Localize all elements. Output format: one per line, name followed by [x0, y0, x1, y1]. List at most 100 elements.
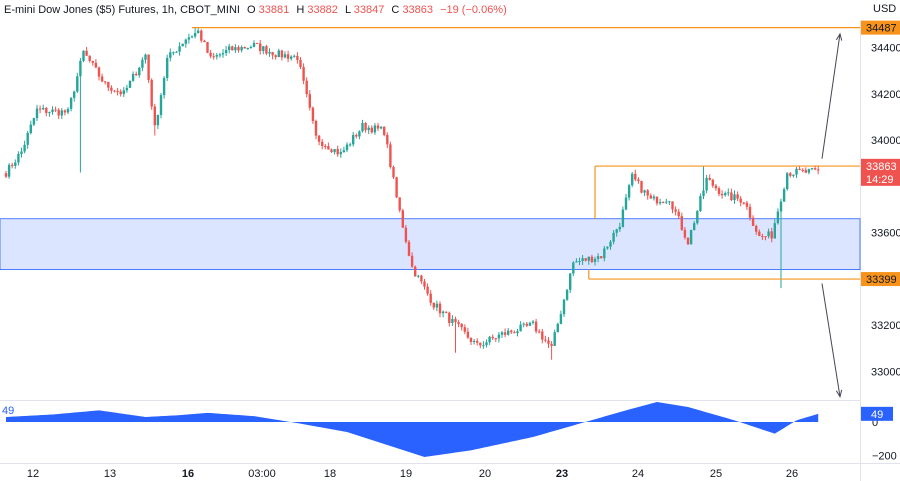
candle-body	[265, 46, 268, 54]
candle-body	[45, 107, 48, 113]
price-tick-label: 34200	[871, 89, 900, 101]
candle-body	[491, 336, 494, 339]
candle-body	[658, 202, 662, 204]
price-tag-label: 33863	[866, 161, 897, 173]
time-tick-label: 20	[479, 468, 491, 480]
candle-body	[370, 127, 373, 133]
candle-body	[578, 261, 581, 263]
candle-body	[696, 211, 699, 224]
time-tick-label: 26	[786, 468, 798, 480]
close-label: C	[391, 4, 399, 16]
candle-body	[435, 303, 439, 308]
candle-body	[172, 52, 175, 54]
candle-body	[770, 231, 773, 239]
candle-body	[646, 190, 649, 196]
candle-body	[361, 123, 364, 132]
candle-body	[472, 340, 476, 342]
candle-body	[91, 60, 94, 63]
candle-body	[153, 106, 156, 126]
candle-body	[531, 321, 535, 323]
candle-body	[448, 312, 451, 323]
low-label: L	[345, 4, 351, 16]
candle-body	[584, 258, 587, 261]
candle-body	[35, 108, 39, 119]
time-tick-label: 19	[400, 468, 412, 480]
candle-body	[547, 340, 550, 344]
candle-body	[262, 46, 265, 51]
candle-body	[649, 195, 652, 199]
candle-body	[17, 153, 20, 163]
candle-body	[249, 46, 253, 48]
candle-body	[290, 56, 293, 59]
candle-body	[758, 231, 761, 237]
candle-body	[138, 67, 141, 76]
candle-body	[631, 173, 634, 186]
candle-body	[562, 299, 566, 315]
candle-body	[705, 178, 708, 191]
last-price-tag	[861, 158, 900, 173]
candle-body	[479, 342, 482, 346]
arrow-down-icon	[821, 283, 841, 397]
price-tag	[861, 20, 900, 35]
candle-body	[720, 193, 724, 196]
candle-body	[85, 50, 88, 56]
candle-body	[147, 54, 150, 80]
candle-body	[348, 144, 352, 146]
price-tick-label: 33600	[871, 228, 900, 240]
candle-body	[655, 196, 659, 204]
candle-body	[255, 42, 259, 44]
candle-body	[336, 149, 339, 155]
chart-header-legend: E-mini Dow Jones ($5) Futures, 1h, CBOT_…	[4, 4, 507, 16]
candle-body	[302, 66, 305, 81]
candle-body	[82, 50, 85, 61]
candle-body	[206, 42, 209, 53]
candle-body	[556, 323, 559, 333]
candle-body	[593, 258, 597, 262]
candle-body	[724, 193, 727, 196]
support-resistance-zone	[0, 218, 861, 270]
candle-body	[379, 126, 383, 129]
candle-body	[401, 210, 404, 228]
candle-body	[559, 314, 563, 324]
candle-body	[240, 47, 243, 51]
candle-body	[200, 30, 203, 41]
close-value: 33863	[402, 4, 433, 16]
candle-body	[14, 162, 17, 166]
candle-body	[751, 217, 755, 226]
price-tag-label: 33399	[866, 274, 897, 286]
price-tick-label: 33000	[871, 366, 900, 378]
candle-body	[627, 185, 631, 198]
candle-body	[438, 303, 442, 314]
candle-body	[187, 37, 191, 40]
candle-body	[156, 114, 160, 126]
candle-body	[11, 164, 14, 166]
candle-body	[352, 135, 355, 145]
candle-body	[104, 81, 107, 83]
candle-body	[243, 47, 246, 49]
candle-body	[711, 179, 714, 186]
candle-body	[522, 323, 525, 325]
candle-body	[476, 340, 479, 343]
candle-body	[79, 60, 82, 77]
candle-body	[742, 202, 745, 204]
candle-body	[773, 223, 776, 239]
candle-body	[197, 30, 200, 34]
price-tick-label: 34400	[871, 43, 900, 55]
candle-body	[398, 197, 401, 211]
candle-body	[122, 90, 125, 95]
candle-body	[643, 190, 646, 193]
candle-body	[305, 80, 308, 95]
candle-body	[29, 124, 32, 133]
candle-body	[441, 311, 445, 314]
candle-body	[342, 150, 346, 153]
candle-body	[392, 167, 395, 178]
time-tick-label: 23	[556, 468, 568, 480]
candle-body	[395, 177, 398, 198]
candle-body	[203, 40, 206, 43]
candle-body	[516, 331, 519, 334]
candle-body	[277, 50, 280, 58]
time-tick-label: 03:00	[248, 468, 276, 480]
candle-body	[485, 342, 488, 346]
candle-body	[190, 36, 194, 38]
candle-body	[699, 196, 702, 212]
